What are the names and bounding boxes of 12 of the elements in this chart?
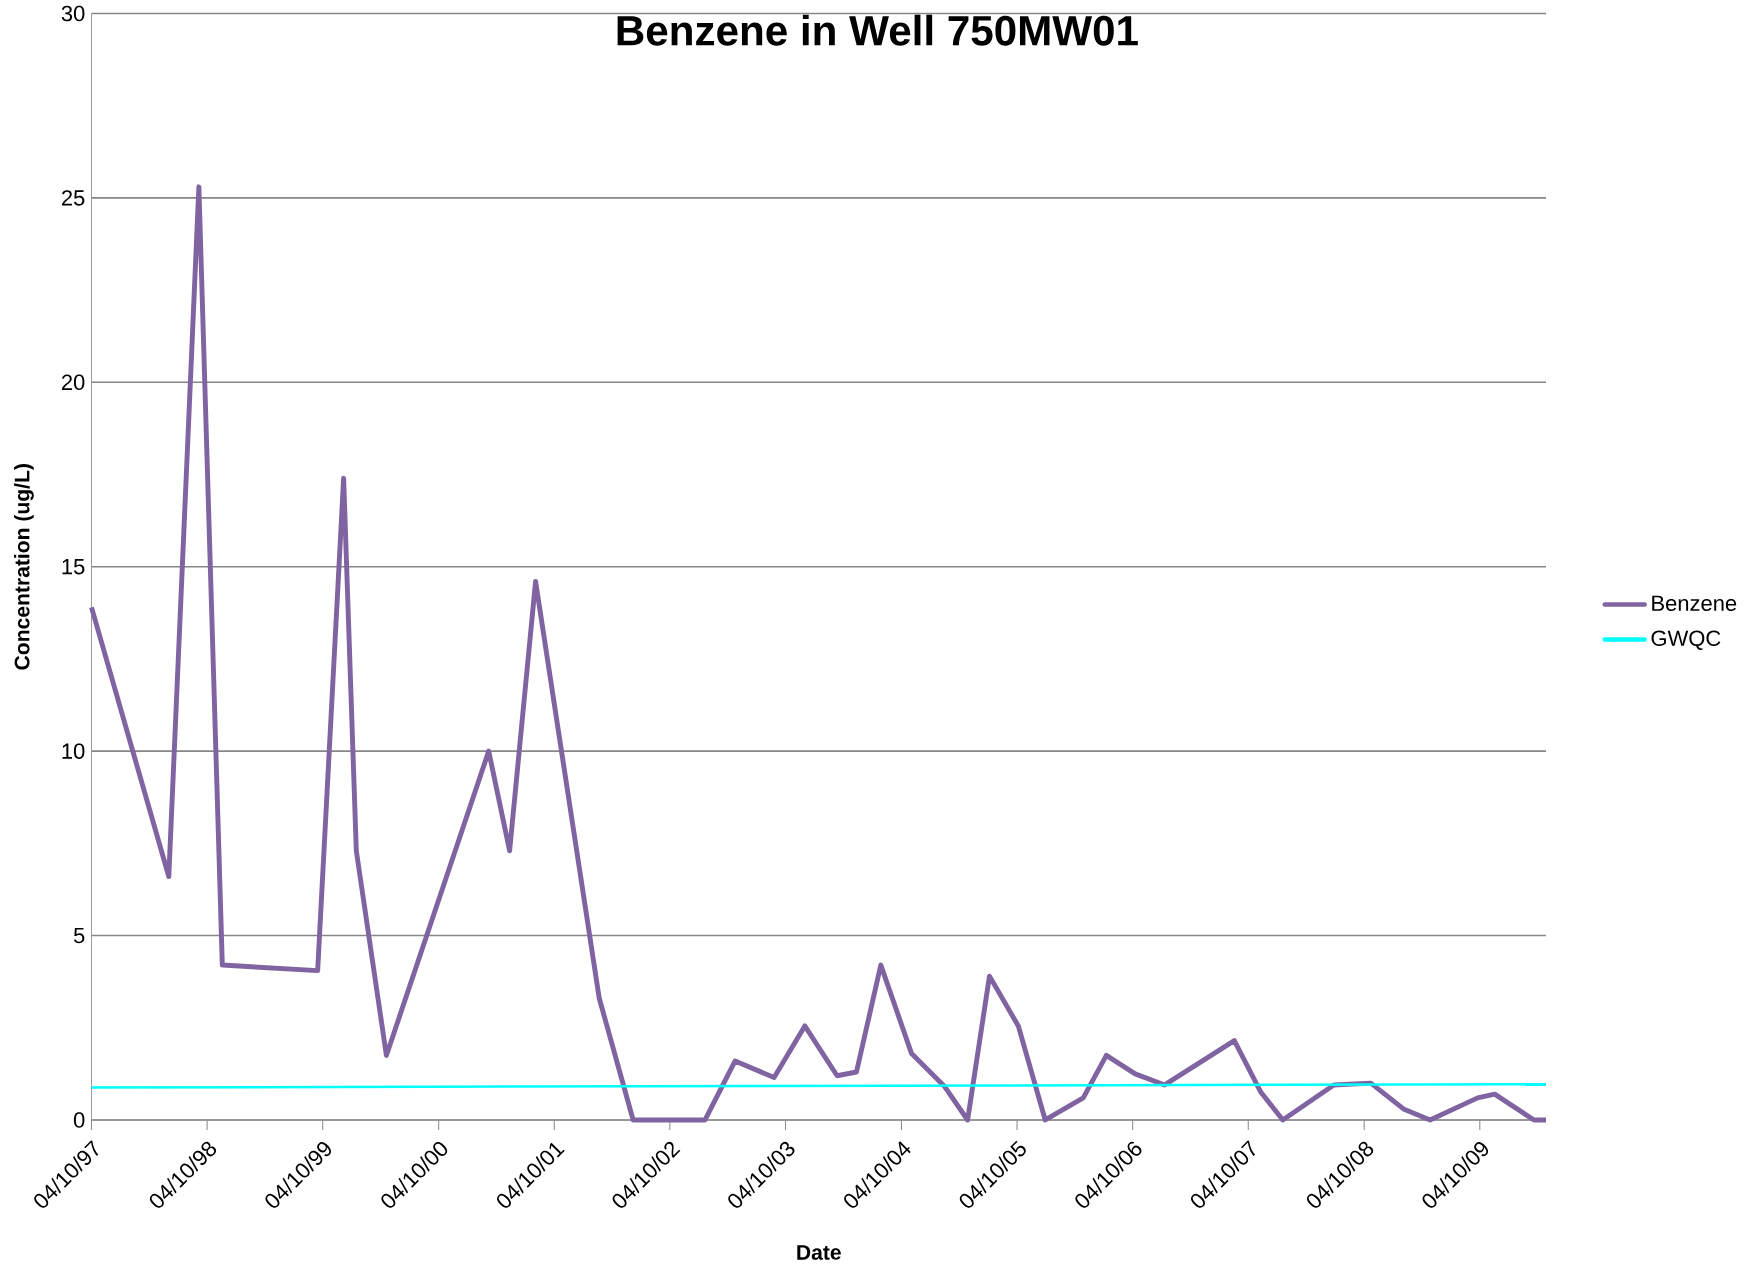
chart-title: Benzene in Well 750MW01 — [617, 14, 1138, 46]
y-tick-label: 15 — [62, 559, 85, 575]
y-tick-label: 10 — [62, 743, 85, 759]
x-axis-title: Date — [797, 1245, 841, 1260]
legend-label: GWQC — [1651, 630, 1721, 650]
y-axis-title: Concentration (ug/L) — [14, 464, 34, 670]
y-tick-label: 30 — [61, 5, 85, 22]
legend-label: Benzene — [1652, 595, 1737, 612]
y-tick-label: 5 — [73, 927, 85, 944]
y-tick-label: 25 — [61, 190, 85, 206]
y-tick-label: 20 — [61, 374, 85, 391]
y-tick-label: 0 — [73, 1112, 85, 1128]
